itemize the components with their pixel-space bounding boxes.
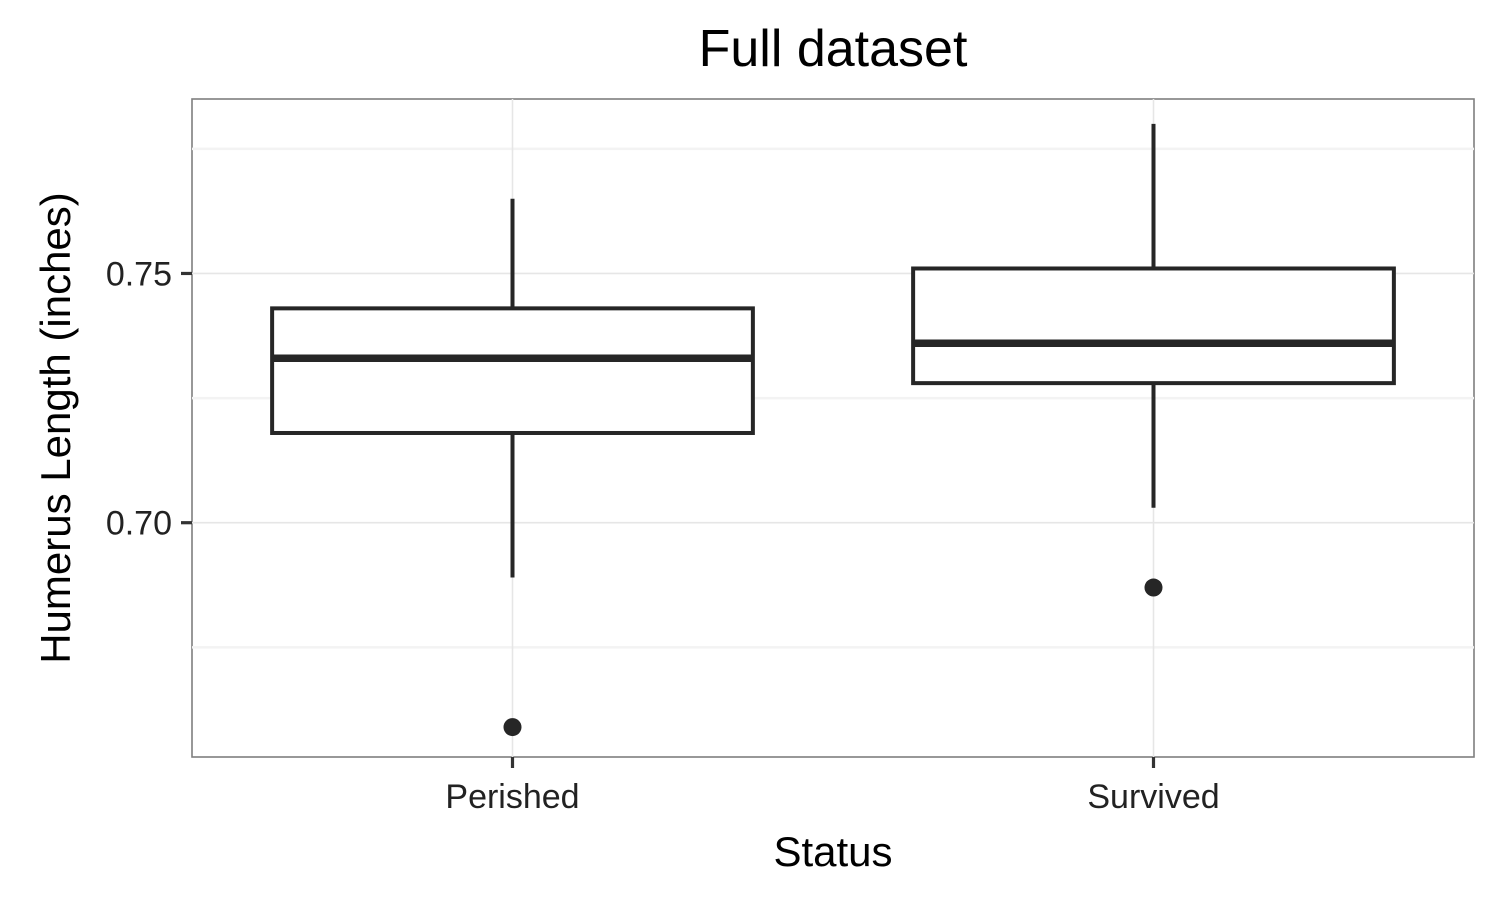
y-tick-label: 0.75 <box>106 255 172 293</box>
outlier-point <box>1144 578 1163 597</box>
x-tick-label: Survived <box>1087 778 1219 816</box>
outlier-point <box>503 718 522 737</box>
axes: 0.70 0.75 Perished Survived <box>106 255 1220 816</box>
y-axis-title: Humerus Length (inches) <box>32 192 79 664</box>
x-axis-title: Status <box>773 828 892 875</box>
box-iqr <box>911 266 1396 386</box>
box-marks <box>270 123 1396 737</box>
box-iqr <box>270 306 755 435</box>
y-tick-label: 0.70 <box>106 505 172 543</box>
chart-title: Full dataset <box>699 20 968 78</box>
x-tick-label: Perished <box>445 778 579 816</box>
